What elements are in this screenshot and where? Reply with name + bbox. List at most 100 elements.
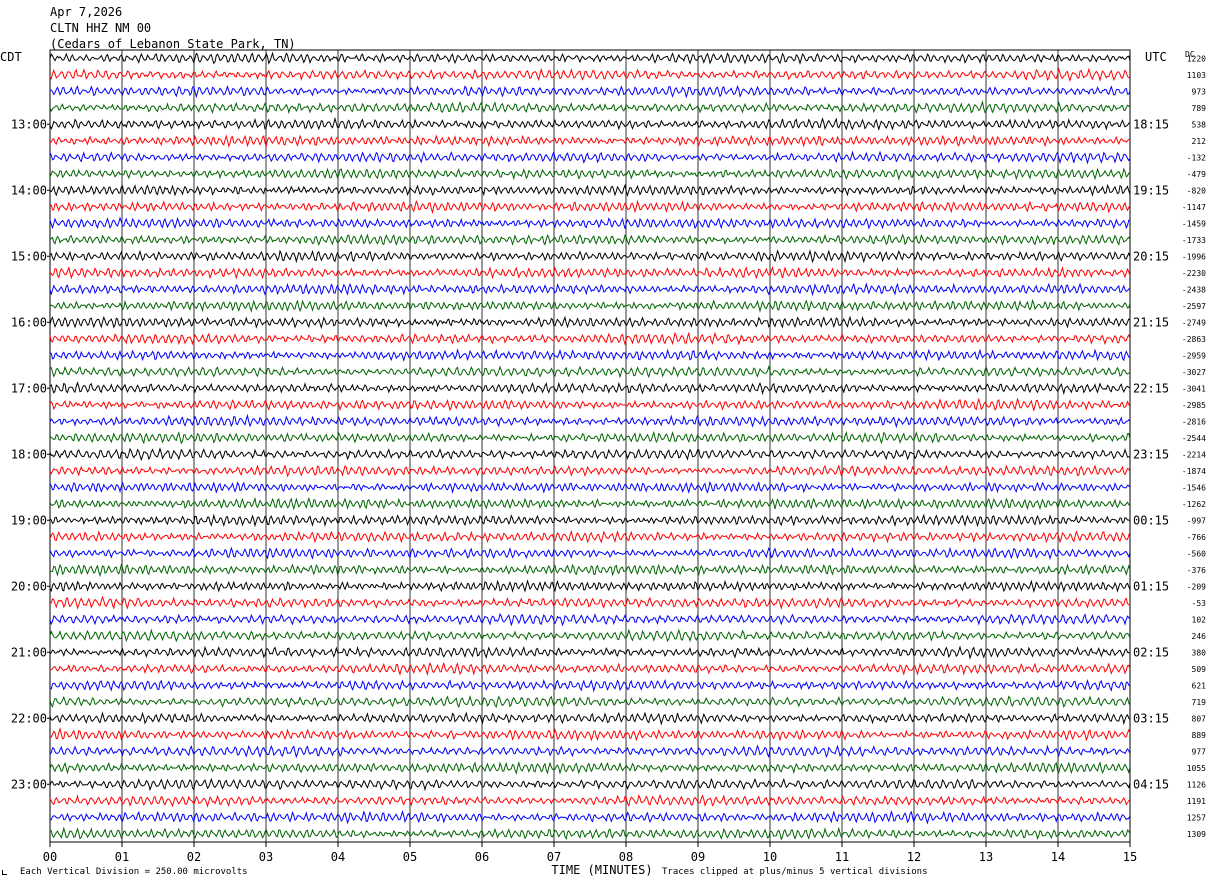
seismic-trace bbox=[49, 826, 1131, 841]
x-tick-label: 04 bbox=[331, 850, 345, 864]
utc-hour-label: 20:15 bbox=[1133, 249, 1169, 263]
utc-hour-label: 03:15 bbox=[1133, 711, 1169, 725]
seismic-trace bbox=[49, 546, 1131, 560]
x-tick-label: 14 bbox=[1051, 850, 1065, 864]
dc-offset-label: -2749 bbox=[1182, 318, 1206, 327]
seismic-trace bbox=[49, 447, 1131, 462]
dc-offset-label: 509 bbox=[1192, 665, 1207, 674]
seismic-trace bbox=[49, 595, 1131, 611]
utc-label: UTC bbox=[1145, 50, 1167, 64]
dc-offset-label: 719 bbox=[1192, 698, 1207, 707]
x-tick-label: 13 bbox=[979, 850, 993, 864]
x-tick-label: 15 bbox=[1123, 850, 1137, 864]
seismic-trace bbox=[49, 563, 1131, 578]
x-tick-label: 03 bbox=[259, 850, 273, 864]
seismic-trace bbox=[49, 199, 1131, 215]
dc-offset-label: -2597 bbox=[1182, 302, 1206, 311]
seismic-trace bbox=[49, 348, 1131, 363]
seismic-trace bbox=[49, 529, 1131, 544]
seismic-trace bbox=[49, 249, 1131, 264]
x-tick-label: 01 bbox=[115, 850, 129, 864]
seismic-trace bbox=[49, 777, 1131, 792]
header-location: (Cedars of Lebanon State Park, TN) bbox=[50, 37, 296, 51]
dc-offset-label: -2544 bbox=[1182, 434, 1206, 443]
x-tick-label: 09 bbox=[691, 850, 705, 864]
dc-offset-label: -820 bbox=[1187, 186, 1206, 195]
seismic-trace bbox=[49, 793, 1131, 808]
x-tick-label: 11 bbox=[835, 850, 849, 864]
dc-offset-label: 102 bbox=[1192, 615, 1207, 624]
x-tick-label: 10 bbox=[763, 850, 777, 864]
cdt-label: CDT bbox=[0, 50, 22, 64]
seismic-trace bbox=[49, 480, 1131, 495]
dc-offset-label: -1546 bbox=[1182, 483, 1206, 492]
seismic-trace bbox=[49, 513, 1131, 528]
dc-header: DC bbox=[1185, 50, 1195, 59]
utc-hour-label: 18:15 bbox=[1133, 117, 1169, 131]
utc-hour-label: 19:15 bbox=[1133, 183, 1169, 197]
seismic-trace bbox=[49, 233, 1131, 247]
seismic-trace bbox=[49, 711, 1131, 726]
utc-hour-label: 21:15 bbox=[1133, 315, 1169, 329]
dc-offset-label: 1191 bbox=[1187, 797, 1206, 806]
cdt-hour-label: 23:00 bbox=[11, 777, 47, 791]
dc-offset-label: 807 bbox=[1192, 714, 1207, 723]
dc-offset-label: -132 bbox=[1187, 153, 1206, 162]
dc-offset-label: -376 bbox=[1187, 566, 1206, 575]
seismic-trace bbox=[49, 265, 1131, 280]
seismic-trace bbox=[49, 134, 1131, 148]
x-axis-title: TIME (MINUTES) bbox=[551, 863, 652, 877]
seismic-trace bbox=[49, 331, 1131, 346]
footer-scale-note: Each Vertical Division = 250.00 microvol… bbox=[20, 867, 248, 877]
header-date: Apr 7,2026 bbox=[50, 5, 123, 19]
x-tick-label: 06 bbox=[475, 850, 489, 864]
cdt-hour-label: 22:00 bbox=[11, 711, 47, 725]
dc-offset-label: -2214 bbox=[1182, 450, 1206, 459]
dc-offset-label: 1126 bbox=[1187, 780, 1206, 789]
seismic-trace bbox=[49, 760, 1131, 775]
seismic-trace bbox=[49, 579, 1131, 593]
dc-offset-label: -479 bbox=[1187, 170, 1206, 179]
footer-clip-note: Traces clipped at plus/minus 5 vertical … bbox=[662, 867, 928, 877]
dc-offset-label: -53 bbox=[1192, 599, 1207, 608]
header-station: CLTN HHZ NM 00 bbox=[50, 21, 152, 35]
dc-offset-label: -3041 bbox=[1182, 384, 1206, 393]
dc-offset-label: 1309 bbox=[1187, 830, 1206, 839]
dc-offset-label: -1733 bbox=[1182, 236, 1206, 245]
seismic-trace bbox=[49, 150, 1131, 165]
seismic-trace bbox=[49, 183, 1131, 198]
utc-hour-label: 02:15 bbox=[1133, 645, 1169, 659]
x-tick-label: 07 bbox=[547, 850, 561, 864]
seismic-trace bbox=[49, 397, 1131, 412]
dc-offset-label: 973 bbox=[1192, 87, 1207, 96]
x-tick-label: 12 bbox=[907, 850, 921, 864]
cdt-hour-label: 16:00 bbox=[11, 315, 47, 329]
cdt-hour-label: 13:00 bbox=[11, 117, 47, 131]
dc-offset-label: 1220 bbox=[1187, 54, 1206, 63]
dc-offset-label: -560 bbox=[1187, 549, 1206, 558]
dc-offset-label: 538 bbox=[1192, 120, 1207, 129]
seismic-trace bbox=[49, 430, 1131, 445]
seismic-trace bbox=[49, 628, 1131, 643]
dc-offset-label: -1147 bbox=[1182, 203, 1206, 212]
seismic-trace bbox=[49, 315, 1131, 330]
dc-offset-label: 1257 bbox=[1187, 813, 1206, 822]
seismic-trace bbox=[49, 167, 1131, 181]
cdt-hour-label: 15:00 bbox=[11, 249, 47, 263]
seismic-trace bbox=[49, 282, 1131, 297]
axis-labels: 00 01 02 03 04 05 06 07 08 09 10 11 12 13 14 15 TIME (MI… bbox=[0, 50, 1206, 877]
seismic-trace bbox=[49, 413, 1131, 429]
seismic-trace bbox=[49, 612, 1131, 627]
dc-offset-label: -1996 bbox=[1182, 252, 1206, 261]
cdt-hour-label: 19:00 bbox=[11, 513, 47, 527]
dc-offset-label: -1262 bbox=[1182, 500, 1206, 509]
dc-offset-label: -1459 bbox=[1182, 219, 1206, 228]
utc-hour-label: 00:15 bbox=[1133, 513, 1169, 527]
seismic-trace bbox=[49, 726, 1131, 742]
dc-offset-label: 621 bbox=[1192, 681, 1207, 690]
dc-offset-label: 246 bbox=[1192, 632, 1207, 641]
dc-offset-label: -3027 bbox=[1182, 368, 1206, 377]
cdt-hour-label: 17:00 bbox=[11, 381, 47, 395]
dc-offset-label: -2438 bbox=[1182, 285, 1206, 294]
